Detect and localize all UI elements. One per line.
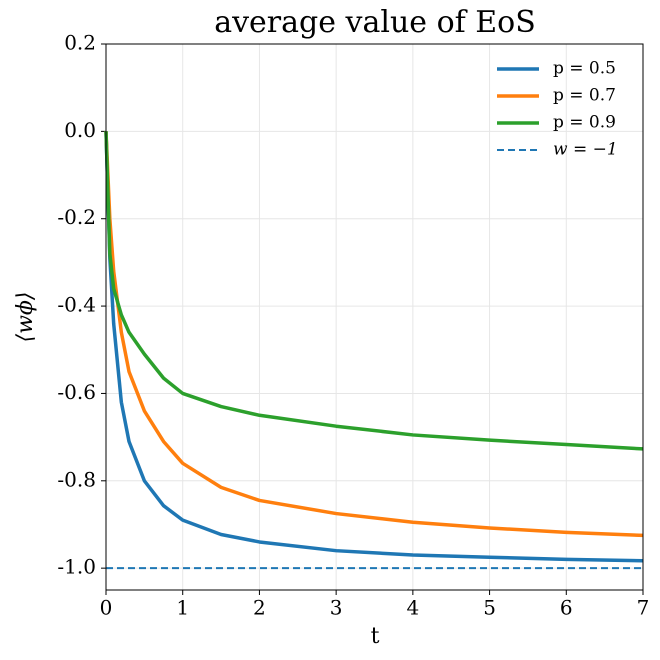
legend-label: p = 0.7 <box>553 86 616 106</box>
x-axis-label: t <box>371 624 380 649</box>
y-axis-label: ⟨wϕ⟩ <box>13 292 38 343</box>
x-tick-label: 0 <box>100 596 113 620</box>
line-series <box>104 131 644 451</box>
x-tick-label: 4 <box>406 596 419 620</box>
x-tick-label: 5 <box>483 596 496 620</box>
x-tick-label: 1 <box>176 596 189 620</box>
plot-frame <box>105 43 644 591</box>
legend-label: w = −1 <box>553 140 618 160</box>
y-tick-label: -0.4 <box>57 293 96 317</box>
legend-label: p = 0.9 <box>553 113 616 133</box>
x-tick-label: 3 <box>330 596 343 620</box>
y-tick-label: -0.2 <box>57 205 96 229</box>
y-tick-label: -0.6 <box>57 380 96 404</box>
y-tick-label: -0.8 <box>57 467 96 491</box>
x-tick-label: 7 <box>637 596 650 620</box>
y-tick-label: 0.2 <box>64 31 96 55</box>
y-tick-label: 0.0 <box>64 118 96 142</box>
y-tick-label: -1.0 <box>57 555 96 579</box>
line-series <box>104 131 644 538</box>
chart-title: average value of EoS <box>214 5 536 40</box>
x-tick-label: 6 <box>560 596 573 620</box>
line-series <box>104 131 644 563</box>
legend-label: p = 0.5 <box>553 59 616 79</box>
x-tick-label: 2 <box>253 596 266 620</box>
